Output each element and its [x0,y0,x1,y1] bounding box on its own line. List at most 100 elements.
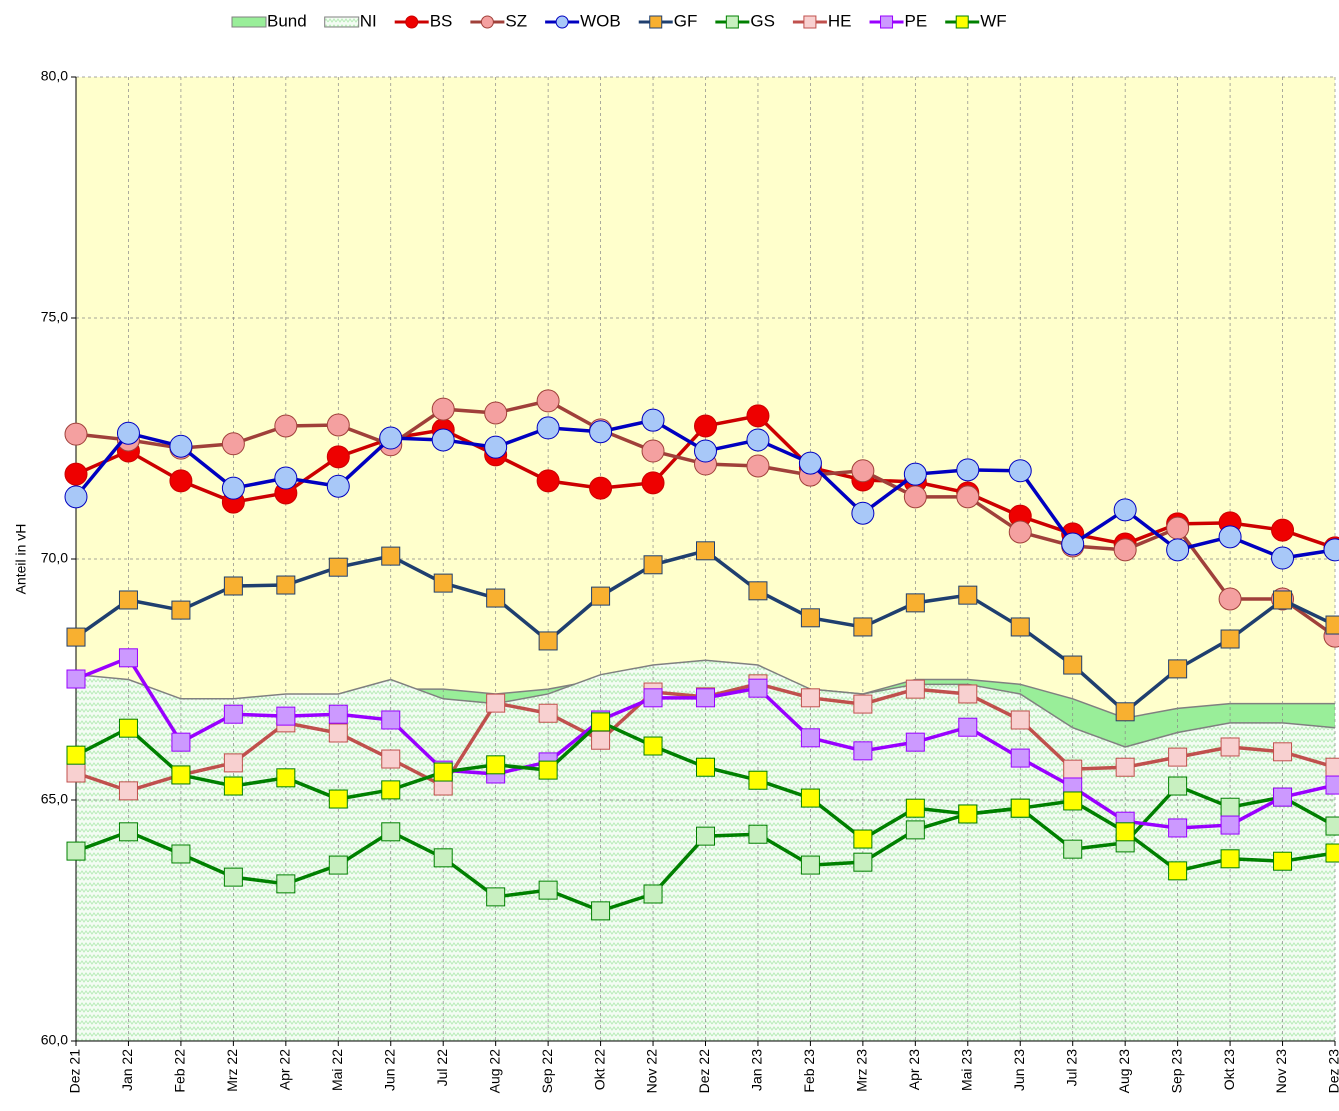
x-tick-label: Mai 22 [329,1049,345,1091]
point [118,648,138,668]
point [276,706,296,726]
point [1115,822,1135,842]
point [591,712,611,732]
point [958,717,978,737]
point [1325,775,1339,795]
x-tick-label: Jan 23 [749,1049,765,1091]
y-tick-label: 60,0 [41,1032,68,1048]
point [853,617,873,637]
point [538,703,558,723]
point [1010,710,1030,730]
point [853,741,873,761]
legend-marker [480,15,494,29]
x-tick-label: Okt 23 [1221,1049,1237,1090]
point [1325,615,1339,635]
point [643,555,663,575]
point [169,434,193,458]
point [536,389,560,413]
point [641,439,665,463]
point [1008,459,1032,483]
point [433,848,453,868]
legend: Bund NI BS SZ WOB GF GS HE PE WF [231,11,1007,30]
point [274,414,298,438]
point [800,728,820,748]
point [486,887,506,907]
legend-marker [880,15,894,29]
point [905,679,925,699]
point [746,454,770,478]
point [433,573,453,593]
point [748,770,768,790]
point [956,458,980,482]
point [1113,538,1137,562]
point [381,546,401,566]
x-tick-label: Apr 22 [277,1049,293,1090]
point [223,753,243,773]
legend-marker [803,15,817,29]
x-tick-label: Nov 23 [1273,1049,1289,1094]
point [486,755,506,775]
point [1273,590,1293,610]
legend-label: BS [430,11,453,30]
point [1220,737,1240,757]
point [1061,532,1085,556]
y-tick-label: 75,0 [41,309,68,325]
x-tick-label: Feb 23 [801,1049,817,1093]
point [223,867,243,887]
point [221,476,245,500]
point [1115,702,1135,722]
point [1010,798,1030,818]
point [328,704,348,724]
point [696,688,715,708]
point [1325,816,1339,836]
point [853,852,873,872]
point [696,826,715,846]
point [118,822,138,842]
x-tick-label: Feb 22 [172,1049,188,1093]
x-tick-label: Jan 22 [119,1049,135,1091]
x-tick-label: Sep 23 [1168,1049,1184,1094]
point [171,732,191,752]
point [328,855,348,875]
y-tick-label: 70,0 [41,550,68,566]
point [1220,849,1240,869]
point [66,841,86,861]
point [171,844,191,864]
point [1168,861,1188,881]
point [326,445,350,469]
legend-swatch [324,16,360,28]
point [643,688,663,708]
point [381,710,401,730]
point [694,414,717,438]
x-tick-label: Mrz 22 [224,1049,240,1092]
x-tick-label: Nov 22 [644,1049,660,1094]
point [381,749,401,769]
point [431,428,455,452]
x-tick-label: Aug 23 [1116,1049,1132,1094]
point [538,631,558,651]
point [118,781,138,801]
x-tick-label: Dez 21 [67,1049,83,1094]
point [64,485,88,509]
x-tick-label: Dez 22 [696,1049,712,1094]
x-tick-label: Jun 23 [1011,1049,1027,1091]
point [591,901,611,921]
point [800,608,820,628]
point [696,757,715,777]
point [223,704,243,724]
point [643,884,663,904]
point [800,855,820,875]
point [1218,587,1242,611]
point [431,397,455,421]
point [748,581,768,601]
point [956,485,980,509]
point [800,788,820,808]
point [1168,776,1188,796]
point [1271,518,1295,542]
x-tick-label: Mai 23 [958,1049,974,1091]
point [326,474,350,498]
legend-marker [555,15,569,29]
legend-marker [955,15,969,29]
